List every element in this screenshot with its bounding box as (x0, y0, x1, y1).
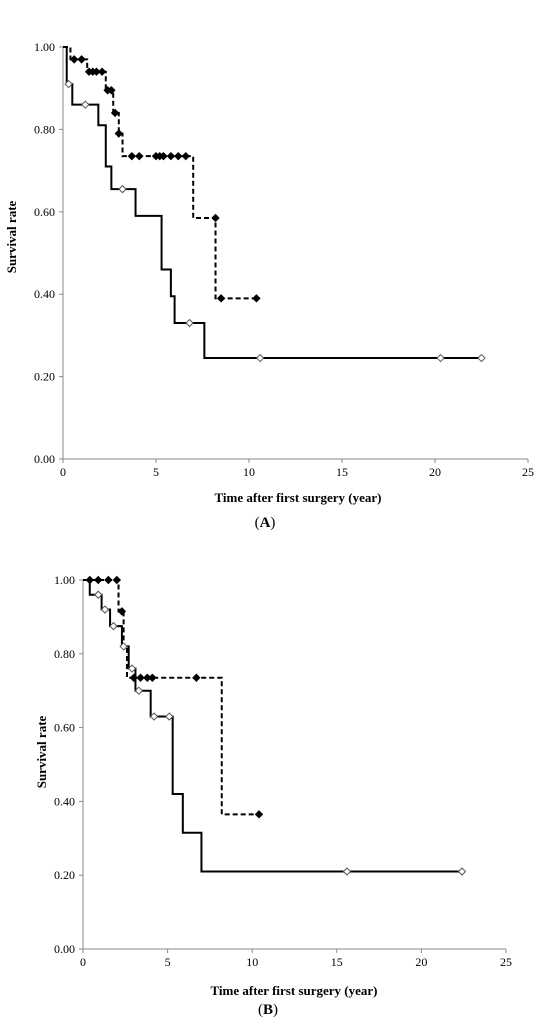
survival-curve-solid (63, 46, 482, 360)
y-tick-label: 0.40 (34, 287, 55, 301)
y-axis-a: Survival rate (4, 200, 19, 273)
y-tick-label: 0.40 (54, 794, 75, 808)
censor-marker-filled (104, 575, 113, 585)
caption-close-b: ) (273, 1002, 278, 1018)
chart-panel-a: Survival rate Time after first surgery (… (4, 40, 534, 531)
x-axis-label-a: Time after first surgery (year) (214, 490, 381, 505)
censor-marker-open (255, 353, 265, 363)
y-tick-label: 1.00 (54, 573, 75, 587)
y-tick-label: 0.60 (34, 205, 55, 219)
x-tick-label: 0 (80, 955, 86, 969)
censor-marker-filled (136, 673, 145, 682)
censor-marker-filled (135, 151, 144, 161)
x-tick-label: 10 (246, 955, 258, 969)
censor-marker-open (165, 712, 174, 721)
censor-marker-open (436, 353, 445, 363)
censor-marker-open (81, 100, 90, 109)
censor-marker-filled (112, 575, 122, 585)
censor-marker-filled (107, 86, 116, 95)
censor-marker-filled (97, 67, 107, 76)
caption-letter-b: B (263, 1002, 273, 1018)
x-tick-label: 5 (153, 465, 159, 479)
x-tick-label: 10 (243, 465, 255, 479)
censor-marker-open (119, 642, 128, 651)
censor-marker-filled (216, 294, 226, 303)
y-tick-label: 0.00 (54, 942, 75, 956)
censor-marker-filled (174, 151, 183, 161)
x-tick-label: 25 (500, 955, 512, 969)
censor-marker-filled (117, 607, 127, 616)
censor-marker-filled (211, 213, 220, 223)
censor-marker-filled (69, 55, 79, 64)
censor-marker-open (149, 712, 159, 721)
caption-letter-a: A (260, 515, 271, 531)
x-tick-label: 5 (165, 955, 171, 969)
censor-marker-open (127, 664, 137, 673)
y-tick-label: 0.20 (34, 370, 55, 384)
censor-marker-filled (159, 151, 168, 161)
caption-open-a: ( (255, 515, 260, 531)
survival-curve-dashed (63, 46, 257, 300)
x-tick-label: 20 (429, 465, 441, 479)
censor-marker-filled (192, 673, 201, 682)
panel-caption-a: (A) (255, 515, 276, 531)
y-tick-label: 0.60 (54, 721, 75, 735)
censor-marker-open (457, 867, 467, 876)
y-tick-label: 0.20 (54, 868, 75, 882)
censor-marker-filled (148, 673, 157, 682)
censor-marker-filled (94, 575, 103, 585)
censor-marker-filled (114, 129, 124, 138)
caption-close-a: ) (270, 515, 275, 531)
censor-marker-open (94, 590, 103, 599)
x-tick-label: 20 (415, 955, 427, 969)
x-tick-label: 15 (336, 465, 348, 479)
y-axis-label-a: Survival rate (4, 200, 19, 273)
caption-open-b: ( (258, 1002, 263, 1018)
censor-marker-open (134, 686, 144, 695)
y-axis-b: Survival rate (34, 715, 49, 788)
y-tick-label: 0.80 (54, 647, 75, 661)
censor-marker-open (118, 184, 127, 194)
censor-marker-open (477, 353, 486, 363)
x-tick-label: 25 (522, 465, 534, 479)
censor-marker-filled (254, 810, 264, 819)
censor-marker-open (185, 318, 194, 328)
censor-marker-filled (92, 67, 101, 76)
censor-marker-filled (181, 151, 190, 161)
x-tick-label: 15 (331, 955, 343, 969)
x-axis-b: Time after first surgery (year) (210, 983, 377, 998)
survival-curve-solid (83, 579, 463, 873)
y-tick-label: 0.80 (34, 122, 55, 136)
censor-marker-filled (127, 151, 137, 161)
censor-marker-filled (166, 151, 176, 161)
y-axis-label-b: Survival rate (34, 715, 49, 788)
panel-caption-b: (B) (258, 1002, 278, 1018)
censor-marker-filled (252, 294, 261, 303)
x-axis-label-b: Time after first surgery (year) (210, 983, 377, 998)
y-tick-label: 0.00 (34, 452, 55, 466)
censor-marker-open (342, 867, 352, 876)
y-tick-label: 1.00 (34, 40, 55, 54)
chart-panel-b: Survival rate Time after first surgery (… (34, 573, 512, 1018)
censor-marker-filled (110, 108, 120, 118)
x-tick-label: 0 (60, 465, 66, 479)
x-axis-a: Time after first surgery (year) (214, 490, 381, 505)
censor-marker-open (100, 605, 110, 614)
censor-marker-open (64, 79, 73, 89)
censor-marker-filled (77, 55, 86, 64)
censor-marker-open (109, 621, 118, 631)
